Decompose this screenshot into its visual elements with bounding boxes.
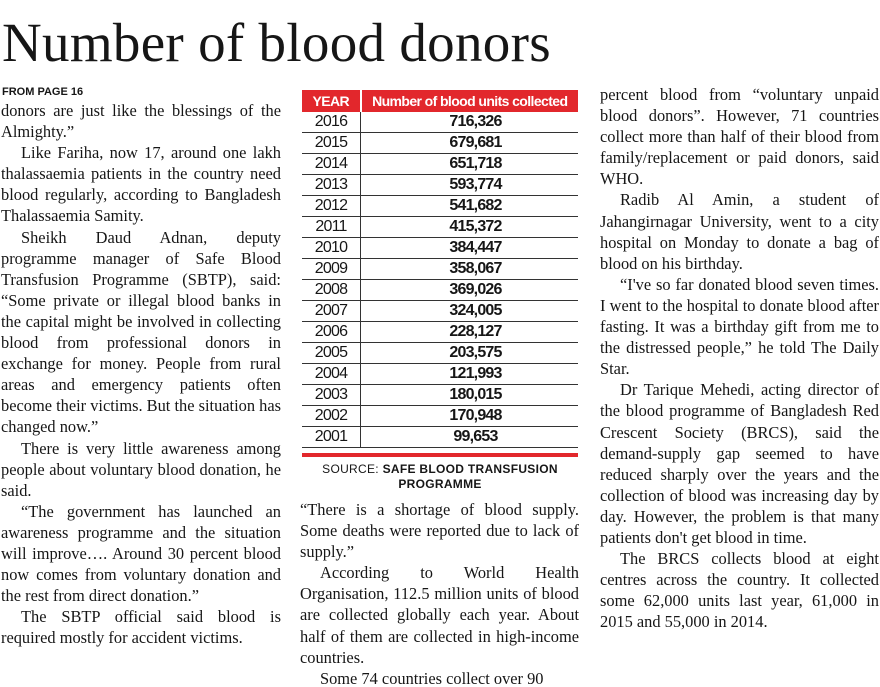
value-cell: 180,015 — [360, 384, 578, 406]
table-row: 2005 203,575 — [302, 342, 578, 364]
value-cell: 324,005 — [360, 300, 578, 322]
year-cell: 2006 — [302, 321, 361, 343]
value-cell: 716,326 — [360, 112, 578, 133]
source-label: SOURCE: — [322, 462, 379, 476]
headline: Number of blood donors — [2, 12, 551, 73]
table-row: 2016 716,326 — [302, 112, 578, 133]
header-cell: Number of blood units collected — [359, 90, 578, 112]
table-row: 2013 593,774 — [302, 174, 578, 196]
value-cell: 651,718 — [360, 153, 578, 175]
year-cell: 2011 — [302, 216, 361, 238]
table-row: 2003 180,015 — [302, 384, 578, 406]
year-cell: 2009 — [302, 258, 361, 280]
paragraph: The BRCS collects blood at eight centres… — [600, 549, 879, 632]
paragraph: “There is a shortage of blood supply. So… — [300, 500, 579, 562]
value-cell: 228,127 — [360, 321, 578, 343]
year-cell: 2016 — [302, 112, 361, 133]
table-row: 2009 358,067 — [302, 258, 578, 280]
year-cell: 2008 — [302, 279, 361, 301]
year-cell: 2005 — [302, 342, 361, 364]
value-cell: 358,067 — [360, 258, 578, 280]
source: SOURCE: SAFE BLOOD TRANSFUSION PROGRAMME — [300, 462, 580, 492]
paragraph: “I've so far donated blood seven times. … — [600, 274, 879, 379]
table-row: 2011 415,372 — [302, 216, 578, 238]
value-cell: 384,447 — [360, 237, 578, 259]
header-cell: YEAR — [302, 90, 361, 112]
year-cell: 2002 — [302, 405, 361, 427]
column: donors are just like the blessings of th… — [1, 100, 281, 687]
paragraph: Like Fariha, now 17, around one lakh tha… — [1, 143, 281, 226]
paragraph: donors are just like the blessings of th… — [1, 101, 281, 142]
paragraph: The SBTP official said blood is required… — [1, 607, 281, 648]
table-row: 2004 121,993 — [302, 363, 578, 385]
value-cell: 541,682 — [360, 195, 578, 217]
year-cell: 2010 — [302, 237, 361, 259]
paragraph: Dr Tarique Mehedi, acting director of th… — [600, 380, 879, 547]
value-cell: 203,575 — [360, 342, 578, 364]
year-cell: 2001 — [302, 426, 361, 448]
value-cell: 121,993 — [360, 363, 578, 385]
header-row: YEAR Number of blood units collected — [302, 90, 578, 112]
paragraph: According to World Health Organisation, … — [300, 563, 579, 667]
table-row: 2007 324,005 — [302, 300, 578, 322]
year-cell: 2004 — [302, 363, 361, 385]
source-name: SAFE BLOOD TRANSFUSION PROGRAMME — [382, 462, 558, 491]
table-row: 2001 99,653 — [302, 426, 578, 448]
table-row: 2006 228,127 — [302, 321, 578, 343]
year-cell: 2015 — [302, 132, 361, 154]
paragraph: Radib Al Amin, a student of Jahangirnaga… — [600, 190, 879, 273]
table-row: 2008 369,026 — [302, 279, 578, 301]
table-row: 2002 170,948 — [302, 405, 578, 427]
table-row: 2012 541,682 — [302, 195, 578, 217]
paragraph: Some 74 countries collect over 90 — [320, 668, 544, 687]
year-cell: 2013 — [302, 174, 361, 196]
data-table: YEAR Number of blood units collected 201… — [302, 90, 578, 448]
table-row: 2015 679,681 — [302, 132, 578, 154]
paragraph: “The government has launched an awarenes… — [1, 501, 281, 606]
paragraph: There is very little awareness among peo… — [1, 438, 281, 500]
year-cell: 2003 — [302, 384, 361, 406]
paragraph: percent blood from “voluntary unpaid blo… — [600, 85, 879, 189]
year-cell: 2007 — [302, 300, 361, 322]
year-cell: 2012 — [302, 195, 361, 217]
column: “There is a shortage of blood supply. So… — [300, 499, 579, 687]
paragraph: Sheikh Daud Adnan, deputy programme mana… — [1, 227, 281, 437]
value-cell: 170,948 — [360, 405, 578, 427]
value-cell: 415,372 — [360, 216, 578, 238]
jump-line: FROM PAGE 16 — [2, 86, 84, 98]
value-cell: 679,681 — [360, 132, 578, 154]
value-cell: 593,774 — [360, 174, 578, 196]
value-cell: 99,653 — [360, 426, 578, 448]
table-rule — [302, 453, 578, 457]
column: percent blood from “voluntary unpaid blo… — [600, 84, 879, 687]
year-cell: 2014 — [302, 153, 361, 175]
value-cell: 369,026 — [360, 279, 578, 301]
table-row: 2014 651,718 — [302, 153, 578, 175]
table-row: 2010 384,447 — [302, 237, 578, 259]
